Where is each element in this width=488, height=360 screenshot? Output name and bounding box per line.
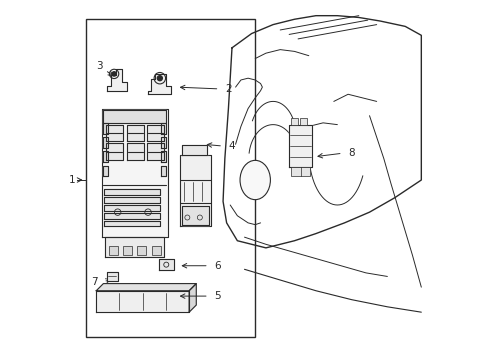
Polygon shape <box>161 123 165 134</box>
Polygon shape <box>107 272 118 281</box>
Polygon shape <box>182 145 206 155</box>
Circle shape <box>112 72 116 76</box>
Polygon shape <box>159 259 173 270</box>
Circle shape <box>157 76 162 81</box>
Polygon shape <box>102 109 167 237</box>
Polygon shape <box>106 143 123 160</box>
Text: 5: 5 <box>214 291 220 301</box>
Polygon shape <box>126 143 143 160</box>
Bar <box>123 246 132 255</box>
Bar <box>137 246 146 255</box>
Polygon shape <box>103 166 107 176</box>
Polygon shape <box>103 137 107 148</box>
Polygon shape <box>104 221 160 226</box>
Polygon shape <box>103 111 165 123</box>
Polygon shape <box>103 152 107 162</box>
Polygon shape <box>148 73 171 94</box>
Bar <box>299 118 306 125</box>
Polygon shape <box>161 137 165 148</box>
Polygon shape <box>126 125 143 141</box>
Bar <box>151 246 160 255</box>
Text: 8: 8 <box>347 148 354 158</box>
Polygon shape <box>161 166 165 176</box>
Text: 1: 1 <box>69 175 76 185</box>
Polygon shape <box>104 189 160 195</box>
Polygon shape <box>182 206 208 225</box>
Bar <box>291 167 309 176</box>
Polygon shape <box>107 69 126 91</box>
Text: 3: 3 <box>96 61 103 71</box>
Polygon shape <box>103 123 107 134</box>
Polygon shape <box>96 291 189 312</box>
Polygon shape <box>189 284 196 312</box>
Polygon shape <box>104 205 160 211</box>
Polygon shape <box>147 143 164 160</box>
Bar <box>85 19 255 337</box>
Polygon shape <box>180 155 210 226</box>
Text: 2: 2 <box>224 84 231 94</box>
Polygon shape <box>106 125 123 141</box>
Bar <box>291 118 298 125</box>
Polygon shape <box>104 197 160 203</box>
Text: 4: 4 <box>228 141 235 151</box>
Polygon shape <box>105 237 164 257</box>
Ellipse shape <box>240 160 270 200</box>
Polygon shape <box>147 125 164 141</box>
Polygon shape <box>288 125 312 167</box>
Polygon shape <box>161 152 165 162</box>
Text: 6: 6 <box>214 261 220 271</box>
Bar <box>108 246 118 255</box>
Polygon shape <box>104 213 160 219</box>
Text: 7: 7 <box>91 277 98 287</box>
Polygon shape <box>96 284 196 291</box>
